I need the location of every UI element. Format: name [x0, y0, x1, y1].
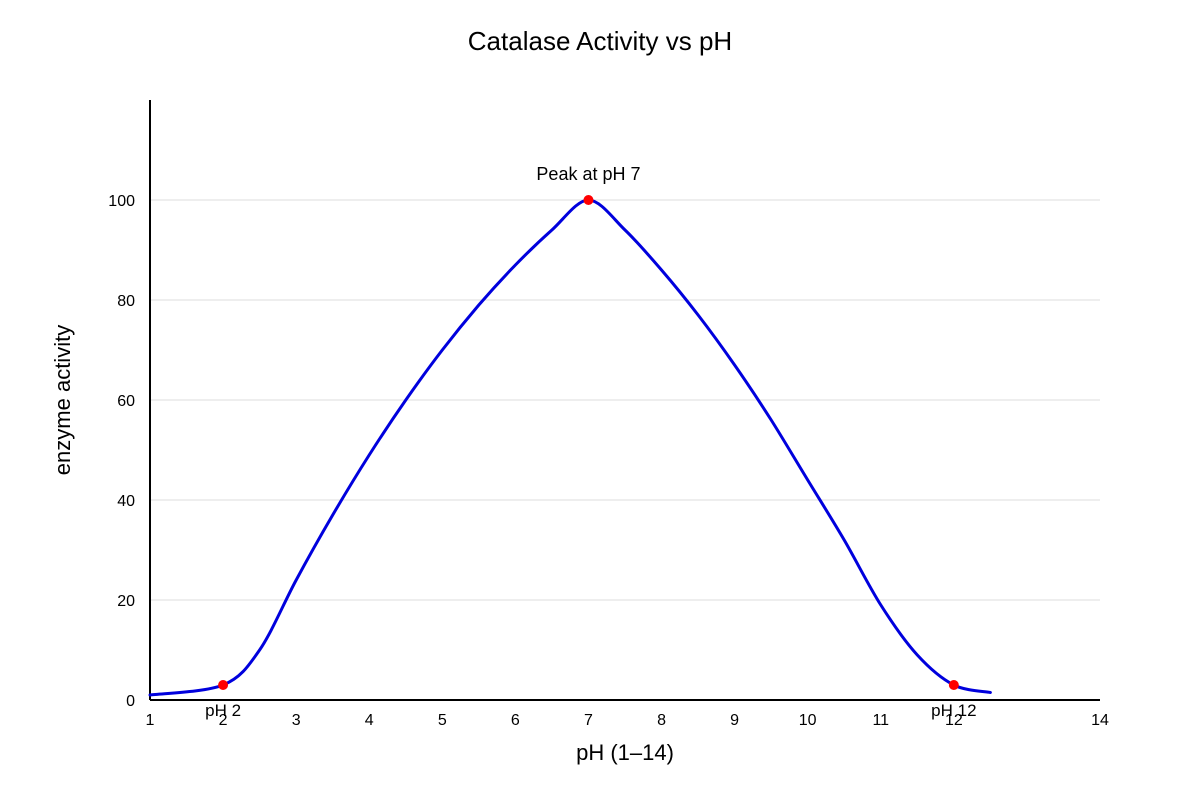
chart-title: Catalase Activity vs pH	[468, 26, 732, 56]
x-tick-label: 3	[292, 712, 301, 729]
y-tick-label: 40	[117, 493, 135, 510]
x-tick-label: 9	[730, 712, 739, 729]
marker-label: Peak at pH 7	[536, 164, 640, 184]
x-tick-label: 1	[146, 712, 155, 729]
x-tick-label: 10	[799, 712, 817, 729]
x-tick-label: 7	[584, 712, 593, 729]
y-tick-label: 80	[117, 293, 135, 310]
gridlines	[150, 199, 1100, 601]
x-tick-label: 11	[872, 712, 889, 729]
y-axis-title: enzyme activity	[50, 325, 75, 475]
x-tick-label: 12	[945, 712, 963, 729]
y-tick-label: 60	[117, 393, 135, 410]
x-tick-label: 2	[219, 712, 228, 729]
marker-label: pH 2	[205, 701, 241, 720]
y-tick-labels: 0 20 40 60 80 100	[108, 193, 135, 710]
series-line-0	[148, 198, 992, 697]
marker-label: pH 12	[931, 701, 976, 720]
y-tick-label: 100	[108, 193, 135, 210]
series	[148, 198, 992, 697]
axes	[149, 100, 1100, 701]
markers: pH 2 Peak at pH 7 pH 12	[205, 164, 976, 720]
x-tick-label: 6	[511, 712, 520, 729]
x-tick-label: 5	[438, 712, 447, 729]
marker-point	[583, 195, 594, 205]
x-tick-label: 14	[1091, 712, 1109, 729]
x-tick-label: 4	[365, 712, 374, 729]
x-axis-title: pH (1–14)	[576, 740, 674, 765]
marker-point	[948, 680, 959, 690]
y-tick-label: 0	[126, 693, 135, 710]
y-tick-label: 20	[117, 593, 135, 610]
marker-point	[218, 680, 229, 690]
x-tick-label: 8	[657, 712, 666, 729]
x-tick-labels: 1 2 3 4 5 6 7 8 9 10 11 12 14	[146, 712, 1109, 729]
